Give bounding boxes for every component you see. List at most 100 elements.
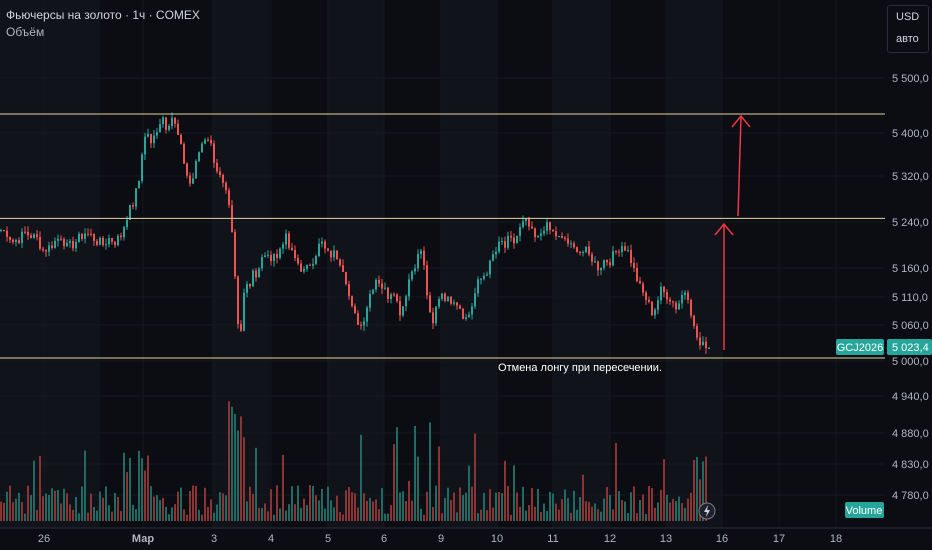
candle-body bbox=[204, 139, 206, 144]
candle-body bbox=[270, 254, 272, 262]
candle-body bbox=[162, 117, 164, 125]
volume-bar bbox=[114, 493, 116, 521]
volume-bar bbox=[333, 507, 335, 521]
volume-bar bbox=[465, 492, 467, 521]
candle-body bbox=[669, 299, 671, 302]
volume-bar bbox=[279, 508, 281, 521]
volume-bar bbox=[393, 444, 395, 521]
volume-bar bbox=[87, 512, 89, 521]
scale-mode-label[interactable]: авто bbox=[896, 33, 919, 45]
candle-body bbox=[702, 341, 704, 346]
time-axis[interactable]: 26 Мар 3 4 5 6 9 10 11 12 13 16 17 18 bbox=[0, 527, 932, 545]
volume-bar bbox=[684, 507, 686, 521]
candle-body bbox=[156, 132, 158, 136]
candle-body bbox=[387, 287, 389, 299]
volume-bar bbox=[441, 513, 443, 521]
candle-body bbox=[594, 261, 596, 263]
candle-body bbox=[168, 125, 170, 130]
unit-selector[interactable]: USD авто bbox=[887, 5, 929, 53]
candle-body bbox=[354, 306, 356, 314]
annotation-text[interactable]: Отмена лонгу при пересечении. bbox=[498, 362, 662, 374]
lightning-icon[interactable] bbox=[698, 502, 716, 520]
volume-bar bbox=[486, 510, 488, 521]
candle-body bbox=[243, 292, 245, 331]
volume-bar bbox=[435, 485, 437, 521]
candle-body bbox=[300, 263, 302, 272]
volume-bar bbox=[258, 507, 260, 521]
candle-body bbox=[546, 222, 548, 231]
volume-bar bbox=[675, 501, 677, 521]
volume-bar bbox=[27, 485, 29, 521]
candle-body bbox=[486, 274, 488, 276]
volume-bar bbox=[591, 506, 593, 521]
candle-body bbox=[570, 243, 572, 245]
candle-body bbox=[216, 162, 218, 172]
volume-bar bbox=[528, 505, 530, 521]
volume-bar bbox=[135, 509, 137, 521]
volume-bar bbox=[162, 497, 164, 521]
volume-bar bbox=[606, 487, 608, 521]
volume-bar bbox=[342, 514, 344, 521]
volume-bar bbox=[270, 489, 272, 521]
volume-indicator-label[interactable]: Объём bbox=[6, 25, 45, 39]
volume-bar bbox=[177, 491, 179, 521]
candle-body bbox=[462, 308, 464, 319]
candle-body bbox=[273, 253, 275, 262]
candle-body bbox=[372, 289, 374, 294]
candle-body bbox=[699, 337, 701, 346]
y-tick-label: 4 880,0 bbox=[892, 428, 929, 440]
volume-bar bbox=[384, 513, 386, 521]
candle-body bbox=[465, 317, 467, 319]
x-tick-label: 6 bbox=[381, 533, 387, 545]
volume-bar bbox=[198, 509, 200, 521]
candle-body bbox=[135, 188, 137, 207]
volume-bar bbox=[153, 496, 155, 521]
horizontal-levels[interactable] bbox=[0, 113, 885, 359]
candle-body bbox=[423, 250, 425, 266]
volume-bar bbox=[372, 501, 374, 521]
candle-body bbox=[117, 235, 119, 246]
volume-bar bbox=[231, 406, 233, 521]
candle-body bbox=[144, 136, 146, 155]
volume-bar bbox=[222, 493, 224, 521]
volume-bar bbox=[255, 447, 257, 521]
candle-body bbox=[381, 283, 383, 289]
volume-bar bbox=[66, 493, 68, 521]
candle-body bbox=[696, 325, 698, 338]
candle-body bbox=[402, 306, 404, 316]
candle-body bbox=[267, 254, 269, 256]
candle-body bbox=[708, 347, 710, 349]
currency-label[interactable]: USD bbox=[896, 11, 920, 23]
candle-body bbox=[93, 233, 95, 241]
volume-bars bbox=[0, 401, 707, 521]
candle-body bbox=[75, 242, 77, 249]
price-axis[interactable]: 5 500,0 5 400,0 5 320,0 5 240,0 5 160,0 5 110… bbox=[892, 73, 929, 502]
candle-body bbox=[6, 230, 8, 237]
candle-body bbox=[90, 233, 92, 235]
volume-bar bbox=[498, 491, 500, 521]
candle-body bbox=[408, 279, 410, 297]
session-band bbox=[327, 0, 384, 528]
volume-bar bbox=[3, 502, 5, 521]
volume-bar bbox=[366, 500, 368, 521]
y-tick-label: 5 160,0 bbox=[892, 263, 929, 275]
volume-bar bbox=[93, 507, 95, 521]
candle-body bbox=[183, 144, 185, 164]
candle-body bbox=[33, 234, 35, 238]
candle-body bbox=[222, 174, 224, 183]
volume-bar bbox=[180, 487, 182, 521]
volume-bar bbox=[411, 500, 413, 521]
candle-body bbox=[15, 239, 17, 243]
arrow-annotations[interactable] bbox=[714, 114, 751, 350]
volume-bar bbox=[567, 498, 569, 521]
candle-body bbox=[246, 283, 248, 293]
volume-bar bbox=[48, 495, 50, 521]
candle-body bbox=[123, 227, 125, 238]
volume-bar bbox=[555, 503, 557, 521]
candle-body bbox=[534, 228, 536, 238]
candle-body bbox=[72, 240, 74, 249]
candle-body bbox=[264, 255, 266, 258]
candle-body bbox=[528, 218, 530, 227]
volume-bar bbox=[657, 502, 659, 521]
